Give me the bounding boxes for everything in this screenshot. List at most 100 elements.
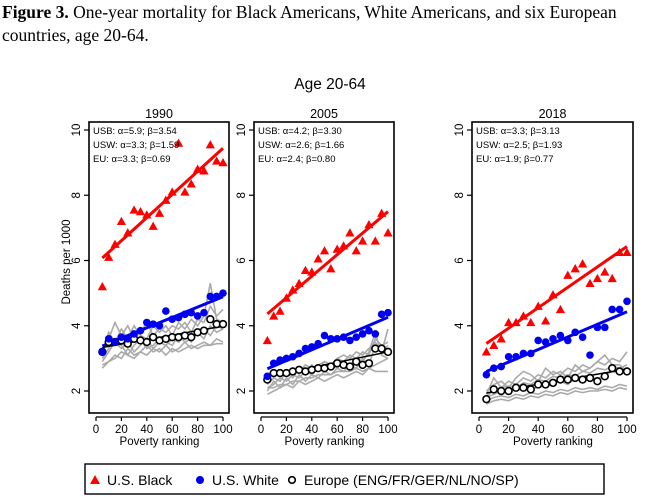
usw-point [601, 323, 609, 332]
usw-point [123, 335, 132, 343]
usw-point [206, 292, 215, 301]
eu-point [548, 378, 558, 388]
usb-point [345, 228, 355, 237]
usw-point [98, 348, 107, 356]
usw-point [549, 335, 557, 343]
open-circle-icon [287, 475, 297, 485]
usb-point [489, 340, 499, 350]
fit-annotation: USB: α=3.3; β=3.13 [476, 126, 560, 137]
usw-point [377, 310, 386, 319]
usb-point [129, 205, 139, 214]
usw-point [181, 310, 189, 319]
usb-point [294, 278, 304, 288]
usw-point [578, 333, 587, 341]
legend: U.S. Black U.S. White Europe (ENG/FR/GER/N… [84, 463, 605, 495]
usb-point [281, 293, 291, 302]
x-tick-label: 80 [356, 424, 369, 436]
x-tick-label: 40 [532, 424, 545, 436]
usb-point [364, 220, 374, 229]
legend-label: U.S. Black [107, 472, 173, 488]
eu-point [504, 386, 513, 396]
country-line-6 [267, 357, 389, 396]
usb-point [135, 206, 146, 216]
usw-point [512, 352, 520, 361]
x-tick-label: 100 [378, 424, 397, 436]
country-line-2 [101, 283, 224, 356]
panel-title: 2018 [539, 107, 567, 121]
country-line-4 [486, 383, 628, 402]
x-tick-label: 80 [191, 424, 204, 436]
usw-point [333, 335, 342, 343]
eu-point [352, 357, 361, 366]
usb-point [585, 278, 595, 288]
usb-point [313, 254, 323, 263]
triangle-icon [90, 475, 100, 484]
usb-point [563, 270, 573, 279]
eu-point [489, 385, 498, 394]
eu-point [519, 383, 528, 392]
usb-point [358, 236, 368, 245]
x-tick-label: 100 [213, 424, 232, 436]
usb-point [110, 239, 120, 248]
usb-point [205, 140, 215, 149]
usb-point [496, 334, 506, 343]
fit-annotation: USW: α=3.3; β=1.59 [93, 140, 179, 151]
y-tick-label: 6 [236, 257, 248, 263]
x-tick-label: 0 [476, 424, 482, 436]
fit-annotation: USB: α=5.9; β=3.54 [93, 126, 177, 137]
legend-label: Europe (ENG/FR/GER/NL/NO/SP) [304, 472, 519, 488]
eu-point [218, 319, 228, 329]
legend-label: U.S. White [212, 472, 279, 488]
eu-point [593, 377, 602, 386]
eu-point [326, 362, 336, 371]
legend-entry-usb: U.S. Black [90, 472, 173, 488]
usb-point [142, 210, 152, 219]
usw-point [365, 326, 373, 335]
plot-frame [253, 121, 395, 414]
usw-point [608, 305, 616, 314]
eu-point [383, 347, 393, 357]
usb-point [541, 316, 551, 325]
usw-point [269, 359, 278, 368]
usb-point [269, 311, 279, 320]
x-tick-label: 60 [166, 424, 179, 436]
panels: 1990 USB: α=5.9; β=3.54 USW: α=3.3; β=1.59… [61, 107, 637, 448]
eu-point [607, 363, 617, 373]
x-tick-label: 60 [561, 424, 574, 436]
usw-point [490, 364, 498, 372]
x-axis-label: Poverty ranking [285, 436, 365, 448]
fit-annotation: EU: α=3.3; β=0.69 [93, 154, 171, 165]
eu-point [199, 326, 209, 335]
y-tick-label: 8 [454, 192, 466, 198]
fit-annotation: EU: α=2.4; β=0.80 [258, 154, 336, 165]
usw-point [295, 349, 303, 358]
legend-entry-eu: Europe (ENG/FR/GER/NL/NO/SP) [287, 472, 519, 488]
eu-point [187, 332, 196, 342]
usb-point [518, 311, 528, 320]
usb-point [555, 304, 565, 314]
usw-point [301, 344, 310, 353]
usw-point [276, 356, 284, 364]
usb-point [154, 208, 165, 217]
x-tick-label: 60 [331, 424, 344, 436]
usb-point [161, 195, 171, 204]
usb-point [326, 264, 336, 273]
usb-point [504, 317, 514, 327]
chart-title: Age 20-64 [294, 76, 366, 93]
legend-box [84, 463, 605, 495]
eu-point [622, 367, 632, 376]
y-tick-label: 8 [71, 192, 83, 198]
eu-point [206, 315, 215, 324]
usb-point [622, 247, 632, 257]
usb-point [600, 267, 610, 276]
y-tick-label: 2 [236, 388, 248, 394]
fit-annotation: USW: α=2.5; β=1.93 [476, 140, 562, 151]
country-line-5 [485, 364, 628, 397]
y-tick-label: 10 [454, 124, 466, 137]
usb-point [570, 264, 580, 273]
usw-point [117, 333, 126, 341]
plot-frame [88, 121, 230, 414]
usw-point [212, 292, 221, 301]
usb-point [116, 216, 126, 226]
y-tick-label: 10 [236, 124, 248, 137]
